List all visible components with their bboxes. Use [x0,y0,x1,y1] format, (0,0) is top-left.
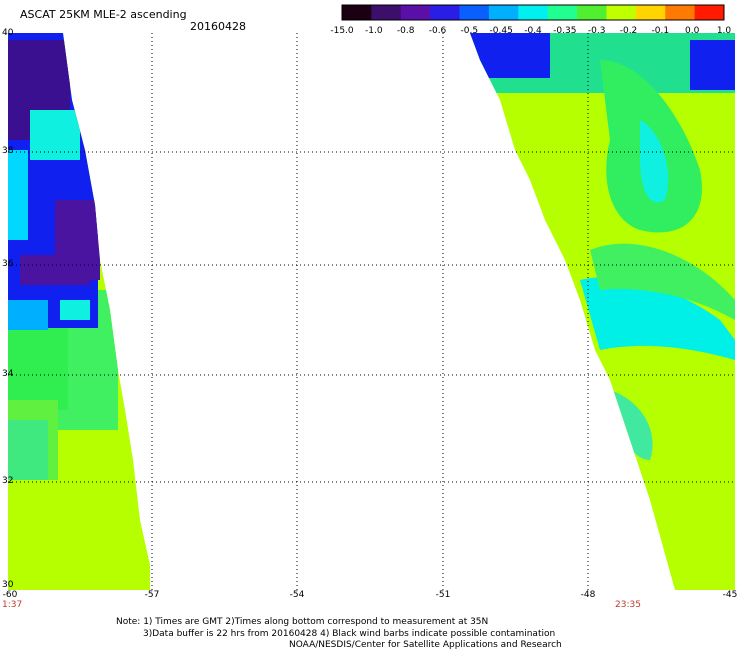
map-date: 20160428 [190,20,246,33]
lon-label-51: -51 [435,590,451,600]
right-swath [470,33,735,590]
colorbar-tick-label: 0.0 [684,26,700,36]
lon-label-57: -57 [144,590,160,600]
colorbar-swatch [371,5,402,20]
time-left: 1:37 [2,600,23,610]
colorbar-swatch [635,5,666,20]
colorbar-swatch [488,5,519,20]
colorbar-swatch [430,5,461,20]
colorbar [341,4,725,21]
map-title: ASCAT 25KM MLE-2 ascending [20,8,187,21]
colorbar-swatch [694,5,725,20]
colorbar-swatch [459,5,490,20]
colorbar-tick-label: -1.0 [365,26,383,36]
colorbar-swatch [665,5,696,20]
lat-label-30: 30 [2,580,14,590]
colorbar-tick-label: -0.35 [553,26,577,36]
lon-label-48: -48 [580,590,596,600]
lon-label-60: -60 [2,590,18,600]
colorbar-swatch [606,5,637,20]
colorbar-tick-label: -0.4 [524,26,542,36]
time-right: 23:35 [615,600,641,610]
lat-label-38: 38 [2,146,14,156]
colorbar-swatch [577,5,607,20]
colorbar-tick-label: 1.0 [716,26,732,36]
note-line-2: 3)Data buffer is 22 hrs from 20160428 4)… [143,629,556,639]
colorbar-swatch [342,5,372,20]
note-line-3: NOAA/NESDIS/Center for Satellite Applica… [289,640,562,650]
left-swath [8,33,150,590]
colorbar-tick-label: -0.1 [651,26,670,36]
lat-label-40: 40 [2,28,14,38]
colorbar-tick-label: -0.6 [428,26,447,36]
colorbar-tick-label: -0.45 [489,26,513,36]
colorbar-tick-label: -0.3 [587,26,606,36]
colorbar-tick-label: -0.5 [460,26,479,36]
colorbar-tick-label: -0.2 [619,26,638,36]
colorbar-swatch [518,5,549,20]
lat-label-32: 32 [2,476,14,486]
colorbar-tick-label: -15.0 [330,26,354,36]
colorbar-swatch [547,5,578,20]
colorbar-tick-label: -0.8 [396,26,415,36]
lon-label-45: -45 [722,590,738,600]
lat-label-34: 34 [2,369,14,379]
colorbar-swatch [400,5,431,20]
note-line-1: Note: 1) Times are GMT 2)Times along bot… [116,617,489,627]
grid [8,33,735,590]
colorbar-outline [341,4,725,21]
lat-label-36: 36 [2,259,14,269]
lon-label-54: -54 [289,590,305,600]
